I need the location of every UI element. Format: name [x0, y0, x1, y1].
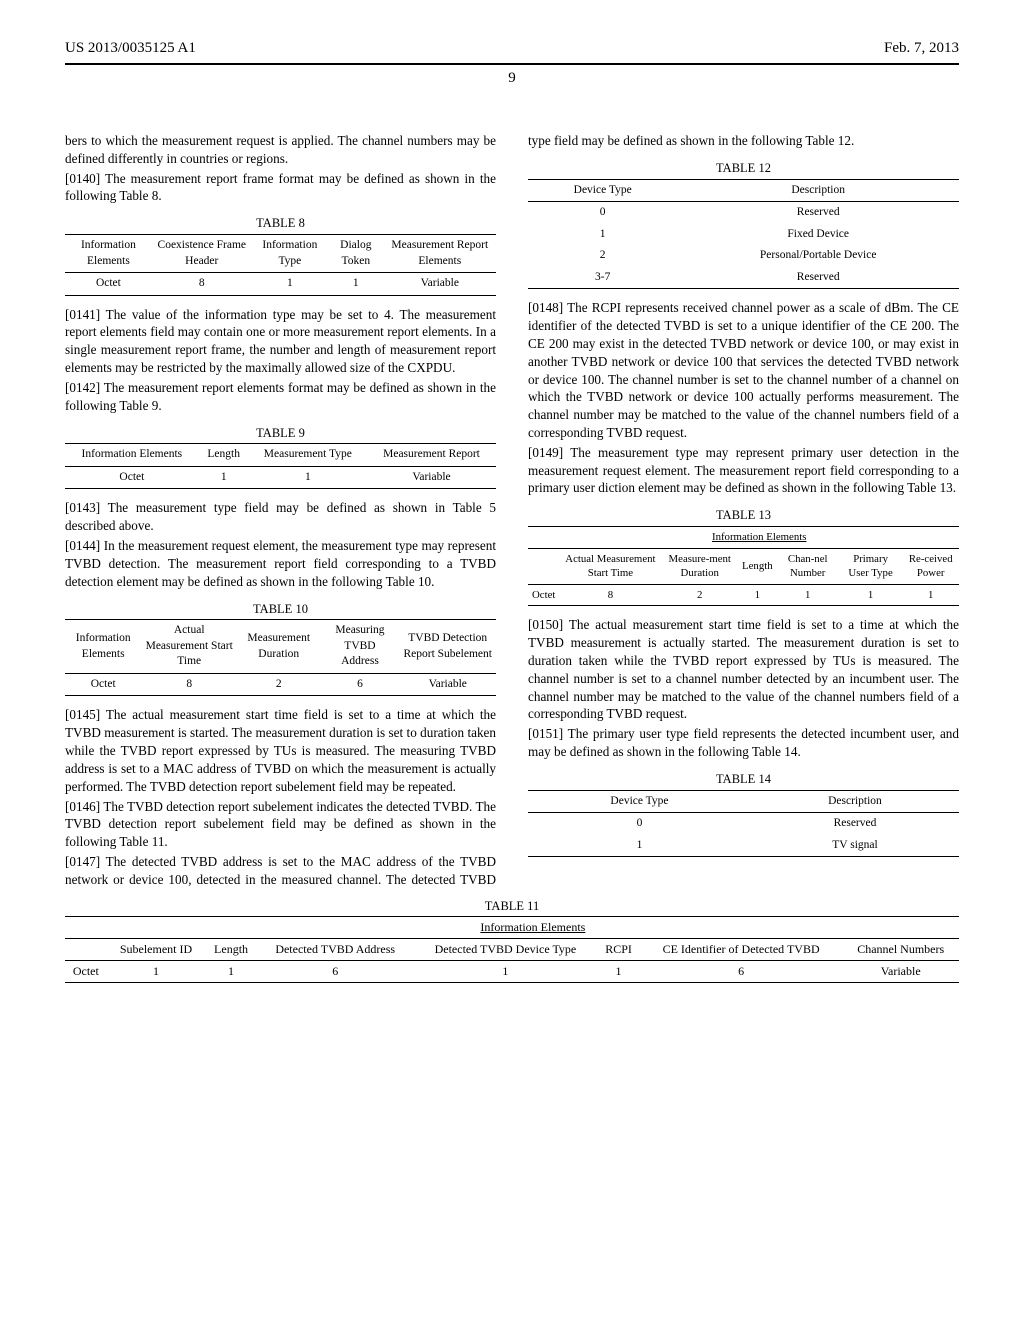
- para-number: [0146]: [65, 799, 100, 814]
- para-number: [0143]: [65, 500, 100, 515]
- para-number: [0145]: [65, 707, 100, 722]
- table-caption: TABLE 10: [65, 601, 496, 618]
- paragraph: [0145] The actual measurement start time…: [65, 706, 496, 795]
- page-header: US 2013/0035125 A1 Feb. 7, 2013: [65, 40, 959, 65]
- para-number: [0144]: [65, 538, 100, 553]
- para-number: [0149]: [528, 445, 563, 460]
- para-number: [0148]: [528, 300, 563, 315]
- paragraph: [0140] The measurement report frame form…: [65, 170, 496, 206]
- table-9: Information Elements Length Measurement …: [65, 443, 496, 489]
- table-12: Device Type Description 0Reserved 1Fixed…: [528, 179, 959, 290]
- page-number: 9: [65, 70, 959, 87]
- table-caption: TABLE 8: [65, 215, 496, 232]
- table-caption: TABLE 9: [65, 425, 496, 442]
- para-number: [0151]: [528, 726, 563, 741]
- publication-date: Feb. 7, 2013: [884, 40, 959, 57]
- table-caption: TABLE 13: [528, 507, 959, 524]
- table-11: Information Elements Subelement ID Lengt…: [65, 916, 959, 983]
- paragraph: [0143] The measurement type field may be…: [65, 499, 496, 535]
- paragraph: [0142] The measurement report elements f…: [65, 379, 496, 415]
- table-caption: TABLE 12: [528, 160, 959, 177]
- table-caption: TABLE 14: [528, 771, 959, 788]
- paragraph: [0148] The RCPI represents received chan…: [528, 299, 959, 442]
- para-number: [0141]: [65, 307, 100, 322]
- para-number: [0142]: [65, 380, 100, 395]
- table-caption: TABLE 11: [65, 899, 959, 914]
- paragraph: [0151] The primary user type field repre…: [528, 725, 959, 761]
- table-8: Information Elements Coexistence Frame H…: [65, 234, 496, 296]
- paragraph: [0141] The value of the information type…: [65, 306, 496, 377]
- table-14: Device Type Description 0Reserved 1TV si…: [528, 790, 959, 858]
- table-13: Information Elements Actual Measurement …: [528, 526, 959, 606]
- paragraph: [0146] The TVBD detection report subelem…: [65, 798, 496, 851]
- table-10: Information Elements Actual Measurement …: [65, 619, 496, 696]
- body-columns: bers to which the measurement request is…: [65, 132, 959, 889]
- para-number: [0140]: [65, 171, 100, 186]
- para-number: [0150]: [528, 617, 563, 632]
- para-number: [0147]: [65, 854, 100, 869]
- paragraph: [0150] The actual measurement start time…: [528, 616, 959, 723]
- paragraph: bers to which the measurement request is…: [65, 132, 496, 168]
- publication-number: US 2013/0035125 A1: [65, 40, 196, 57]
- paragraph: [0149] The measurement type may represen…: [528, 444, 959, 497]
- paragraph: [0144] In the measurement request elemen…: [65, 537, 496, 590]
